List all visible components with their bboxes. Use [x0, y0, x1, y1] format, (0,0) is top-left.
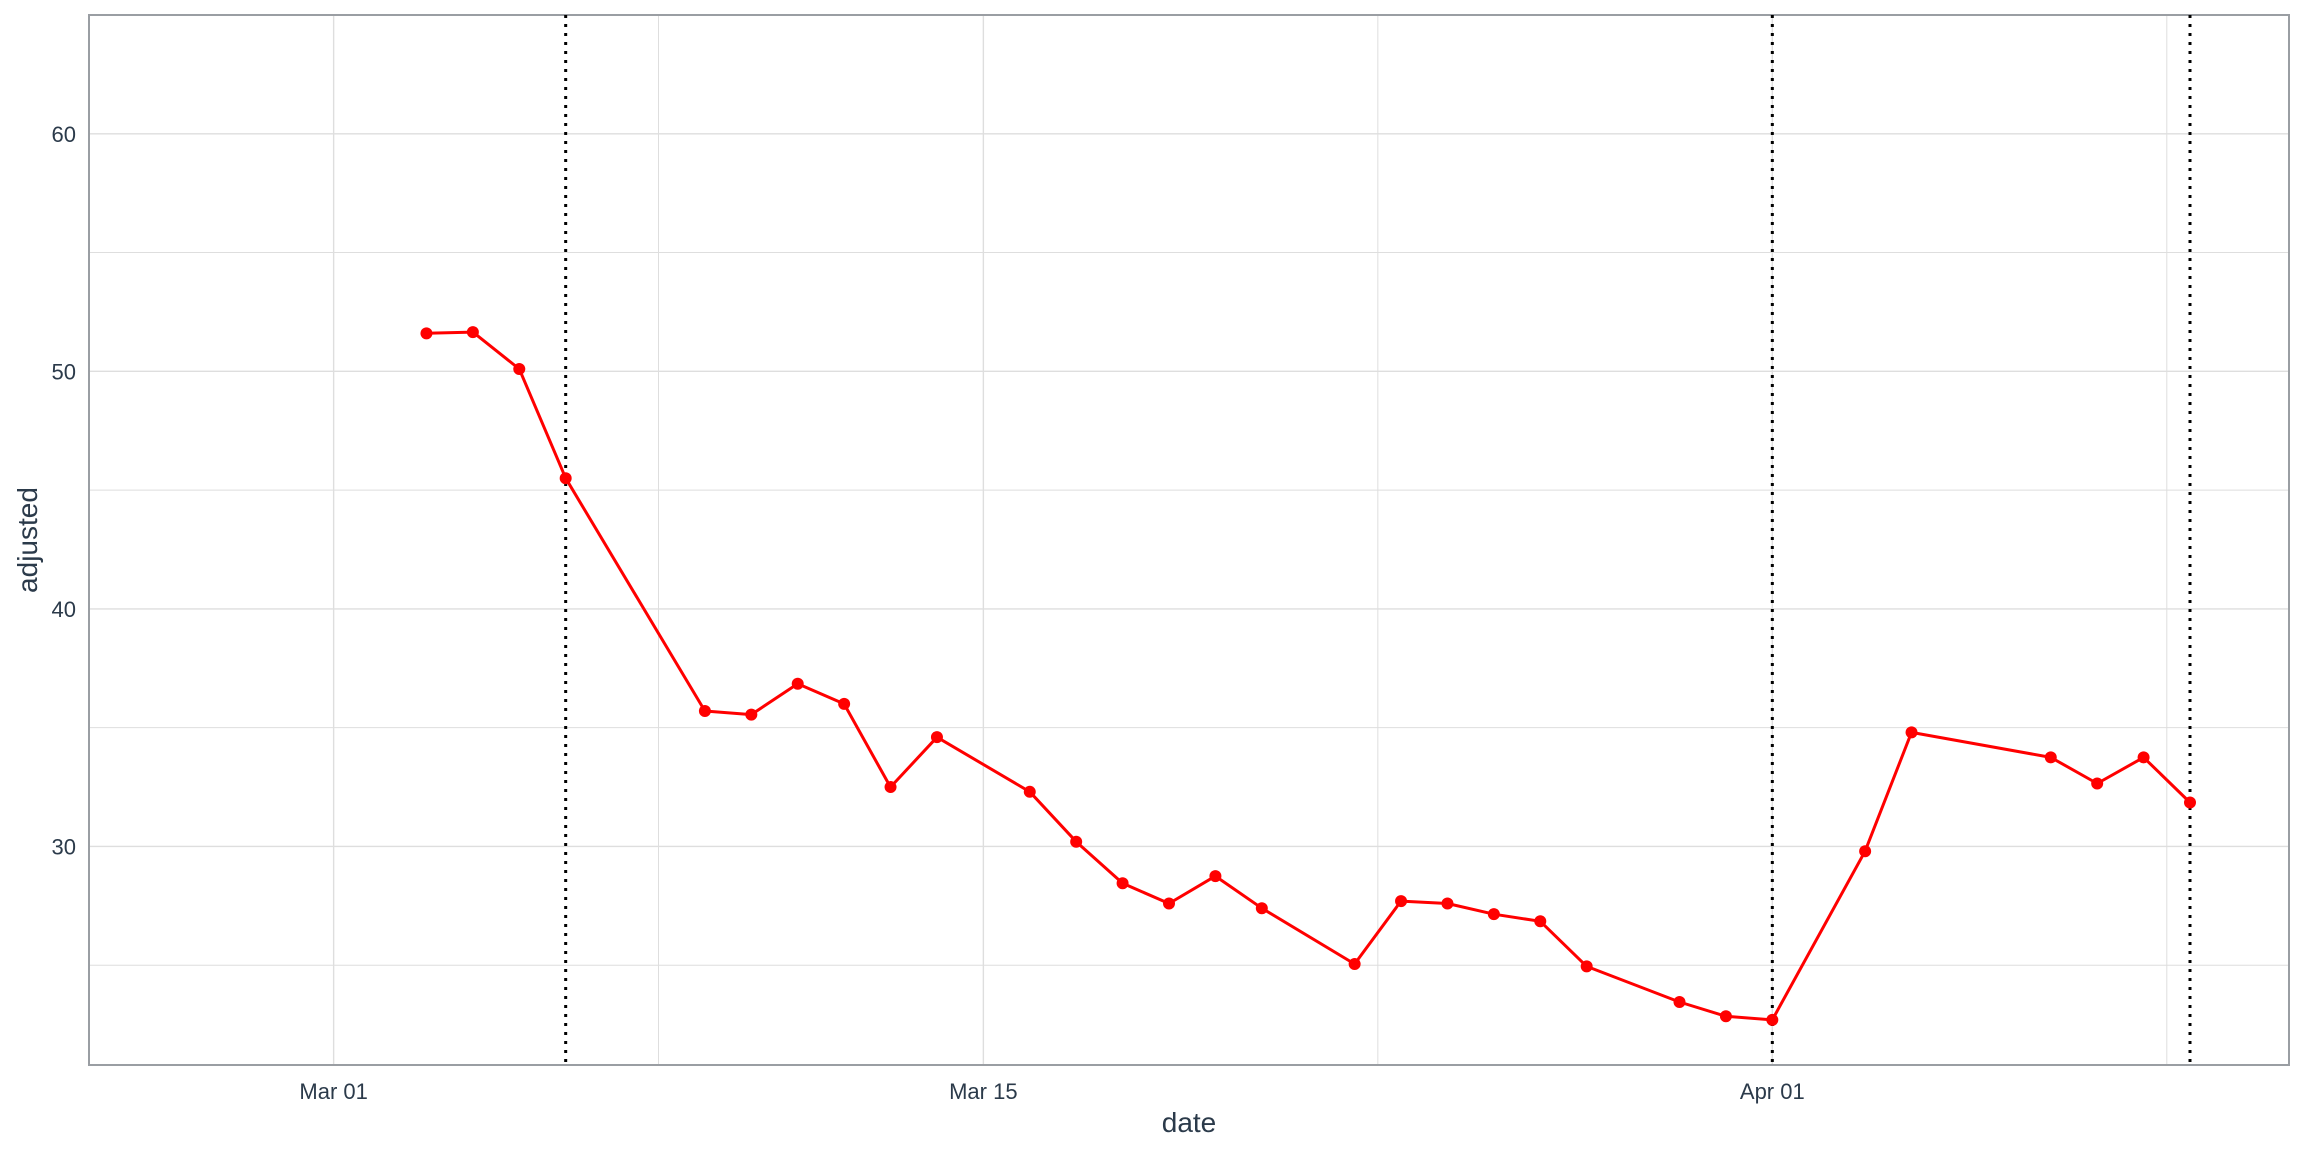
y-axis-ticks: 30 40 50 60	[52, 122, 76, 860]
x-axis-title: date	[1162, 1107, 1217, 1138]
data-point	[1487, 908, 1500, 921]
data-point	[1859, 845, 1872, 858]
data-point	[1580, 960, 1593, 973]
data-point	[930, 731, 943, 744]
data-point	[791, 677, 804, 690]
data-point	[884, 781, 897, 794]
y-tick-label: 60	[52, 122, 76, 147]
reference-lines	[564, 15, 2192, 1065]
data-point	[1766, 1013, 1779, 1026]
y-axis-title: adjusted	[12, 487, 43, 593]
data-point	[1348, 958, 1361, 971]
data-point	[2137, 751, 2150, 764]
grid-minor	[89, 14, 2289, 1065]
data-point	[513, 362, 526, 375]
data-point	[466, 326, 479, 339]
x-tick-label: Mar 15	[949, 1079, 1017, 1104]
y-tick-label: 40	[52, 597, 76, 622]
x-tick-label: Mar 01	[299, 1079, 367, 1104]
data-point	[698, 705, 711, 718]
grid-major	[89, 15, 2289, 1065]
data-point	[1673, 996, 1686, 1009]
data-point	[1719, 1010, 1732, 1023]
data-point	[559, 472, 572, 485]
data-point	[838, 697, 851, 710]
data-point	[1209, 870, 1222, 883]
data-point	[1255, 902, 1268, 915]
series-points	[420, 326, 2196, 1026]
data-point	[1441, 897, 1454, 910]
data-point	[1116, 877, 1129, 890]
data-point	[2044, 751, 2057, 764]
data-point	[1395, 895, 1408, 908]
y-tick-label: 50	[52, 359, 76, 384]
y-tick-label: 30	[52, 834, 76, 859]
data-point	[745, 708, 758, 721]
data-point	[2091, 777, 2104, 790]
x-tick-label: Apr 01	[1740, 1079, 1805, 1104]
data-point	[420, 327, 433, 340]
data-point	[1905, 726, 1918, 739]
data-point	[1023, 785, 1036, 798]
data-point	[2184, 796, 2196, 809]
x-axis-ticks: Mar 01 Mar 15 Apr 01	[299, 1079, 1804, 1104]
data-point	[1163, 897, 1175, 910]
data-point	[1534, 915, 1547, 928]
data-point	[1070, 835, 1083, 848]
plot-panel-border	[88, 14, 2290, 1066]
series-line	[426, 330, 2192, 1022]
